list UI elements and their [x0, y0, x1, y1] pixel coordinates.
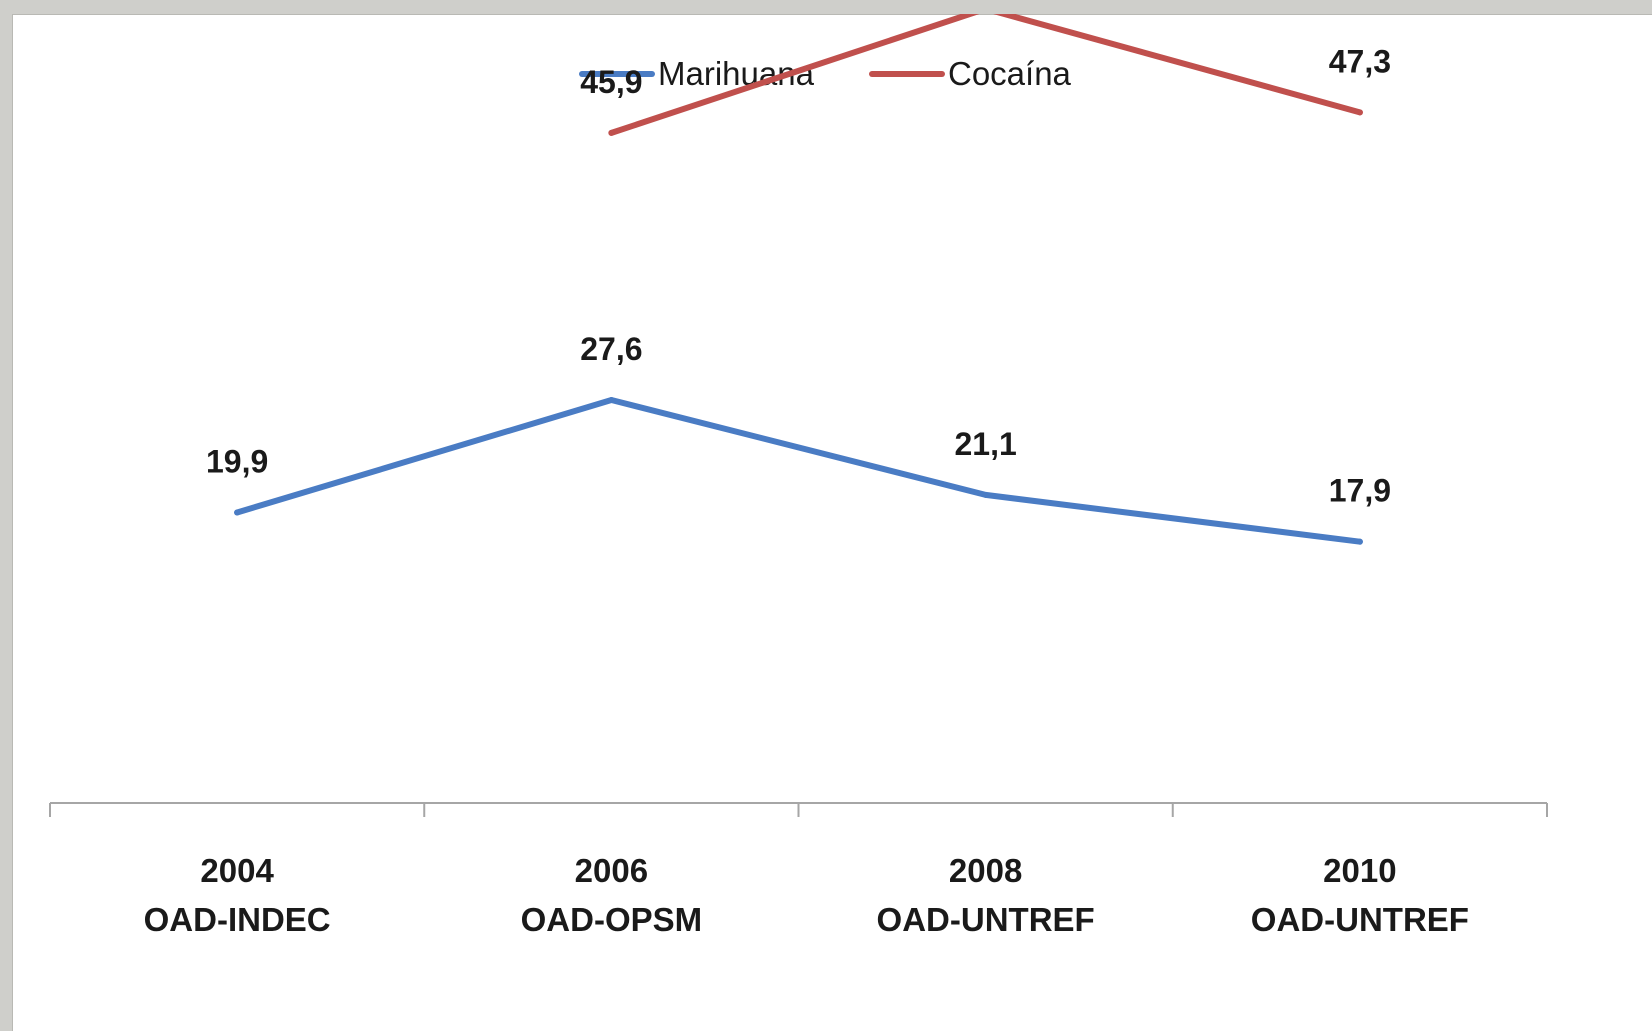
data-point [234, 509, 241, 516]
x-tick-label: OAD-OPSM [521, 901, 703, 938]
x-tick-label: OAD-UNTREF [877, 901, 1095, 938]
data-label: 19,9 [206, 443, 268, 479]
x-tick-label: 2008 [949, 852, 1022, 889]
data-point [1356, 109, 1363, 116]
x-tick-label: 2006 [575, 852, 648, 889]
legend: Marihuana Cocaína [579, 55, 1072, 92]
data-label: 21,1 [954, 426, 1016, 462]
series-line-cocaína [608, 14, 1363, 136]
x-tick-label: 2004 [200, 852, 274, 889]
data-label: 27,6 [580, 331, 642, 367]
x-tick-label: OAD-UNTREF [1251, 901, 1469, 938]
data-point [608, 129, 615, 136]
legend-label: Cocaína [948, 55, 1072, 92]
x-axis: 2004 OAD-INDEC 2006 OAD-OPSM 2008 OAD-UNTREF 2… [49, 802, 1548, 938]
data-label: 17,9 [1329, 473, 1391, 509]
data-label: 45,9 [580, 64, 642, 100]
data-point [982, 491, 989, 498]
x-tick-label: 2010 [1323, 852, 1396, 889]
data-labels: 19,927,621,117,945,954,447,3 [206, 43, 1391, 509]
data-label: 47,3 [1329, 43, 1391, 79]
data-point [1356, 538, 1363, 545]
chart-frame: Marihuana Cocaína 2004 OAD-INDEC 2006 OAD-OP… [12, 14, 1652, 1031]
data-point [608, 397, 615, 404]
series-line-marihuana [234, 397, 1363, 545]
series-layer [234, 14, 1363, 545]
line-chart: Marihuana Cocaína 2004 OAD-INDEC 2006 OAD-OP… [49, 14, 1548, 938]
x-tick-label: OAD-INDEC [144, 901, 331, 938]
